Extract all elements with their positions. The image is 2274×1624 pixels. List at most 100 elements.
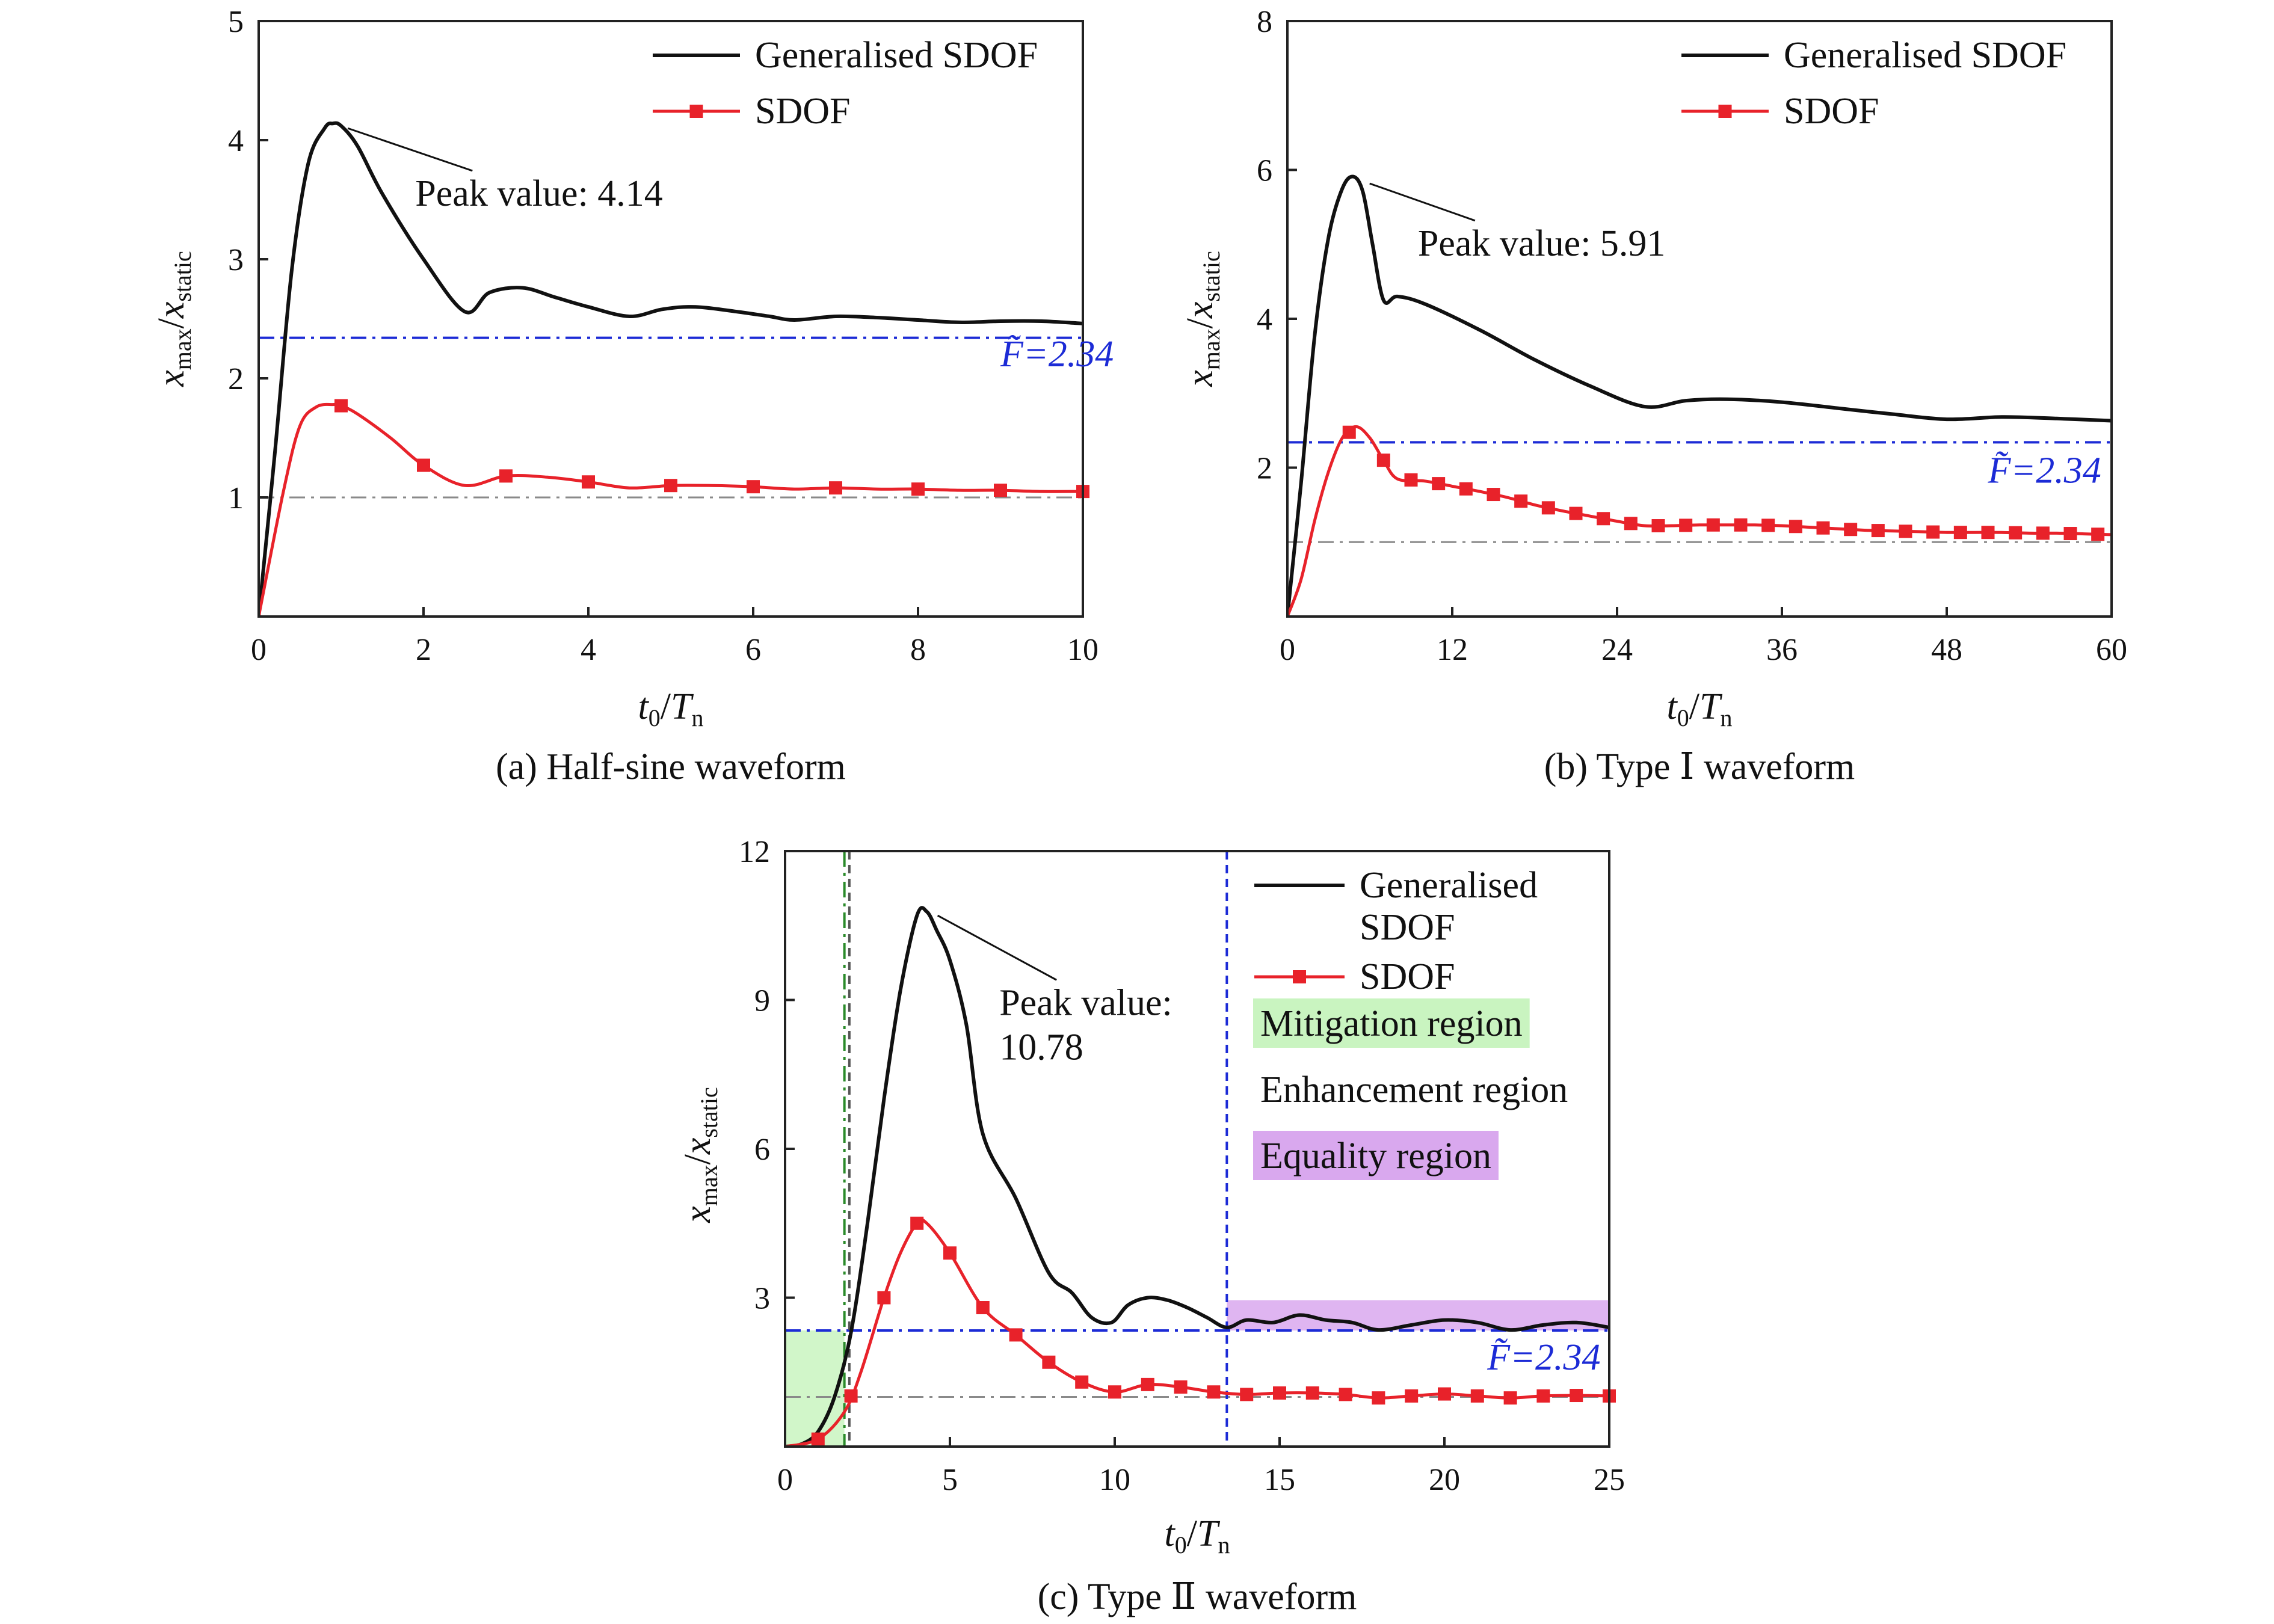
legend-marker-c-1 xyxy=(1293,970,1306,983)
y-tick-label-a-3: 4 xyxy=(228,124,244,158)
legend-label-a-1: SDOF xyxy=(755,91,851,132)
marker-c-2 xyxy=(877,1291,891,1305)
marker-b-4 xyxy=(1459,482,1473,496)
marker-b-26 xyxy=(2063,527,2077,541)
marker-b-21 xyxy=(1926,525,1940,539)
marker-b-2 xyxy=(1404,473,1418,487)
caption-b: (b) Type Ⅰ waveform xyxy=(1544,746,1855,787)
marker-b-3 xyxy=(1432,477,1446,491)
marker-a-5 xyxy=(747,480,760,494)
y-axis-title-b: xmax/xstatic xyxy=(1180,251,1225,387)
caption-a: (a) Half-sine waveform xyxy=(496,746,846,787)
legend-label-c-1: SDOF xyxy=(1360,956,1455,997)
region-label-c-0: Mitigation region xyxy=(1260,1003,1523,1044)
y-axis-title-c: xmax/xstatic xyxy=(677,1087,723,1223)
y-tick-label-b-1: 4 xyxy=(1257,303,1272,337)
x-tick-label-a-4: 8 xyxy=(910,633,926,667)
marker-a-6 xyxy=(829,481,842,495)
marker-b-0 xyxy=(1342,425,1356,439)
caption-c: (c) Type Ⅱ waveform xyxy=(1038,1576,1357,1617)
x-tick-label-b-1: 12 xyxy=(1437,633,1468,667)
annotation-leader-c-0 xyxy=(937,914,1057,981)
marker-b-6 xyxy=(1514,494,1528,508)
annotation-a-1: F͂=2.34 xyxy=(1000,334,1114,375)
marker-c-13 xyxy=(1240,1388,1254,1401)
x-tick-label-a-0: 0 xyxy=(251,633,267,667)
x-tick-label-b-2: 24 xyxy=(1601,633,1633,667)
marker-a-2 xyxy=(499,469,513,483)
plot-frame-a xyxy=(257,20,1084,618)
marker-c-5 xyxy=(976,1301,990,1314)
marker-c-1 xyxy=(844,1389,858,1403)
marker-c-6 xyxy=(1009,1328,1023,1342)
legend-label-b-0: Generalised SDOF xyxy=(1784,35,2066,76)
annotation-a-0: Peak value: 4.14 xyxy=(415,173,663,214)
y-tick-label-b-2: 6 xyxy=(1257,154,1272,188)
region-label-c-1: Enhancement region xyxy=(1260,1069,1568,1110)
marker-c-3 xyxy=(910,1216,924,1230)
x-axis-title-b: t0/Tn xyxy=(1667,686,1733,731)
marker-b-25 xyxy=(2036,526,2050,540)
legend-label-b-1: SDOF xyxy=(1784,91,1879,132)
y-tick-label-a-4: 5 xyxy=(228,5,244,39)
marker-a-8 xyxy=(994,484,1007,497)
x-axis-title-a: t0/Tn xyxy=(638,686,704,731)
marker-b-14 xyxy=(1734,518,1748,532)
y-tick-label-c-3: 12 xyxy=(739,835,770,869)
marker-b-8 xyxy=(1569,506,1583,520)
marker-b-12 xyxy=(1679,518,1693,532)
marker-c-17 xyxy=(1372,1391,1385,1405)
marker-a-4 xyxy=(664,479,677,493)
marker-c-11 xyxy=(1174,1380,1188,1394)
marker-b-13 xyxy=(1706,518,1720,532)
marker-c-22 xyxy=(1536,1389,1550,1403)
marker-c-7 xyxy=(1042,1355,1056,1369)
marker-c-8 xyxy=(1075,1375,1089,1389)
legend-marker-b-1 xyxy=(1718,105,1732,118)
marker-c-16 xyxy=(1339,1388,1352,1401)
series-line-c-0 xyxy=(785,906,1609,1447)
x-axis-title-c: t0/Tn xyxy=(1165,1513,1230,1558)
legend-label-a-0: Generalised SDOF xyxy=(755,35,1038,76)
marker-c-18 xyxy=(1405,1389,1419,1403)
x-tick-label-c-3: 15 xyxy=(1264,1463,1295,1497)
marker-c-21 xyxy=(1503,1391,1517,1405)
marker-b-7 xyxy=(1541,501,1555,515)
y-axis-title-a: xmax/xstatic xyxy=(151,251,196,387)
marker-c-0 xyxy=(811,1432,825,1446)
y-tick-label-a-0: 1 xyxy=(228,481,244,515)
x-tick-label-c-4: 20 xyxy=(1429,1463,1460,1497)
x-tick-label-c-0: 0 xyxy=(777,1463,793,1497)
annotation-b-1: F͂=2.34 xyxy=(1988,450,2101,491)
marker-b-10 xyxy=(1624,517,1638,531)
region-label-bg-c-0 xyxy=(1253,998,1530,1048)
marker-b-11 xyxy=(1651,519,1665,533)
x-tick-label-b-5: 60 xyxy=(2096,633,2127,667)
x-tick-label-c-5: 25 xyxy=(1594,1463,1625,1497)
marker-b-5 xyxy=(1487,488,1500,502)
annotation-c-0: Peak value: xyxy=(999,982,1172,1023)
marker-b-1 xyxy=(1376,454,1390,467)
y-tick-label-a-1: 2 xyxy=(228,362,244,396)
x-tick-label-c-1: 5 xyxy=(942,1463,958,1497)
marker-b-20 xyxy=(1899,524,1912,538)
marker-b-23 xyxy=(1981,526,1995,540)
legend-marker-a-1 xyxy=(689,105,703,118)
marker-b-19 xyxy=(1871,524,1885,538)
region-label-bg-c-2 xyxy=(1253,1131,1499,1180)
series-line-a-0 xyxy=(259,121,1083,617)
y-tick-label-c-0: 3 xyxy=(754,1282,770,1316)
marker-c-9 xyxy=(1108,1385,1121,1399)
annotation-leader-a-0 xyxy=(347,127,473,172)
x-tick-label-b-3: 36 xyxy=(1766,633,1798,667)
x-tick-label-b-0: 0 xyxy=(1280,633,1295,667)
legend-label-c-0: Generalised SDOF xyxy=(1360,865,1538,948)
marker-c-14 xyxy=(1273,1386,1286,1400)
marker-b-15 xyxy=(1761,518,1775,532)
series-line-b-0 xyxy=(1287,174,2112,617)
region-c-1 xyxy=(1227,1300,1609,1330)
marker-b-9 xyxy=(1597,512,1610,526)
